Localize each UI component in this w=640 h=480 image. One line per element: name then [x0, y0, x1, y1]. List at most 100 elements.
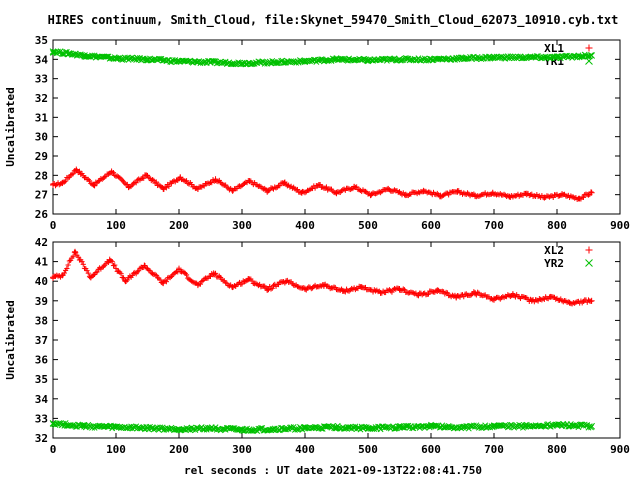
data-point — [144, 55, 151, 63]
x-tick-label: 400 — [295, 219, 315, 232]
data-point — [63, 178, 69, 184]
data-point — [364, 56, 372, 64]
x-tick-label: 500 — [358, 219, 378, 232]
data-point — [229, 187, 236, 194]
data-point — [401, 287, 408, 293]
y-tick-label: 31 — [35, 111, 49, 124]
data-point — [448, 189, 454, 195]
y-tick-label: 29 — [35, 150, 48, 163]
data-point — [133, 180, 139, 186]
data-point — [459, 423, 466, 431]
data-point — [58, 50, 65, 57]
data-point — [302, 286, 308, 293]
data-point — [175, 57, 183, 65]
data-point — [141, 175, 147, 181]
data-point — [588, 297, 595, 304]
x-tick-label: 900 — [610, 219, 630, 232]
data-point — [588, 189, 595, 196]
data-point — [459, 55, 466, 62]
data-point — [396, 286, 403, 293]
data-point — [70, 171, 76, 177]
data-point — [270, 282, 277, 288]
data-point — [378, 190, 384, 196]
data-point — [588, 189, 594, 195]
data-point — [144, 424, 151, 432]
data-point — [73, 166, 80, 173]
y-tick-label: 27 — [35, 189, 48, 202]
legend-marker — [585, 246, 593, 254]
data-point — [197, 281, 204, 287]
data-point — [434, 288, 441, 294]
x-tick-label: 800 — [547, 443, 567, 456]
data-point — [550, 194, 556, 201]
data-point — [118, 271, 124, 277]
data-point — [120, 275, 127, 281]
data-point — [238, 59, 246, 67]
data-point — [245, 276, 252, 283]
y-tick-label: 36 — [35, 354, 49, 367]
data-point — [81, 52, 88, 59]
data-point — [472, 289, 479, 296]
data-point — [472, 192, 479, 199]
legend-label: XL2 — [544, 244, 564, 257]
data-point — [333, 189, 340, 196]
top-panel: 0 100 200 300 400 500 600 700 800 900 26 27 28 29 30 31… — [4, 34, 630, 232]
data-point — [301, 424, 309, 432]
bottom-panel: 0 100 200 300 400 500 600 700 800 900 32 33 34 35 36 37… — [4, 236, 630, 456]
y-tick-label: 35 — [35, 373, 48, 386]
data-point — [588, 298, 594, 304]
data-point — [320, 282, 327, 289]
data-point — [106, 256, 113, 263]
data-point — [522, 422, 529, 430]
y-tick-label: 30 — [35, 131, 48, 144]
y-tick-label: 32 — [35, 92, 48, 105]
data-point — [112, 423, 120, 431]
data-point — [143, 172, 150, 179]
data-point — [344, 424, 351, 431]
data-point — [301, 57, 309, 65]
data-point — [112, 262, 118, 268]
data-point — [427, 55, 435, 63]
y-tick-label: 33 — [35, 73, 48, 86]
data-point — [479, 55, 486, 62]
data-point — [85, 53, 92, 60]
data-point — [90, 182, 97, 188]
y-tick-label: 33 — [35, 412, 48, 425]
x-tick-label: 500 — [358, 443, 378, 456]
data-point — [576, 421, 583, 428]
data-point — [85, 270, 91, 276]
x-tick-label: 400 — [295, 443, 315, 456]
data-point — [81, 422, 88, 430]
data-point — [137, 265, 143, 271]
data-point — [298, 189, 305, 196]
data-point — [309, 285, 316, 291]
data-point — [68, 257, 74, 263]
data-point — [351, 183, 358, 190]
y-tick-label: 39 — [35, 295, 48, 308]
data-point — [588, 422, 596, 430]
data-point — [437, 192, 444, 199]
data-point — [489, 189, 496, 196]
data-point — [164, 57, 171, 64]
x-tick-label: 700 — [484, 219, 504, 232]
data-point — [122, 278, 129, 285]
data-point — [547, 293, 554, 300]
data-point — [580, 194, 587, 200]
x-tick-label: 200 — [169, 219, 189, 232]
x-tick-label: 700 — [484, 443, 504, 456]
data-point — [65, 175, 71, 181]
x-tick-label: 800 — [547, 219, 567, 232]
data-point — [149, 177, 156, 183]
data-point — [64, 265, 70, 272]
data-point — [238, 426, 246, 434]
x-tick-label: 0 — [50, 443, 57, 456]
data-point — [509, 291, 516, 298]
data-point — [281, 180, 288, 187]
data-point — [490, 422, 498, 430]
data-point — [541, 296, 547, 302]
data-point — [491, 295, 497, 302]
y-tick-label: 28 — [35, 169, 48, 182]
data-point — [212, 176, 219, 183]
data-point — [72, 248, 79, 255]
data-point — [194, 282, 201, 289]
